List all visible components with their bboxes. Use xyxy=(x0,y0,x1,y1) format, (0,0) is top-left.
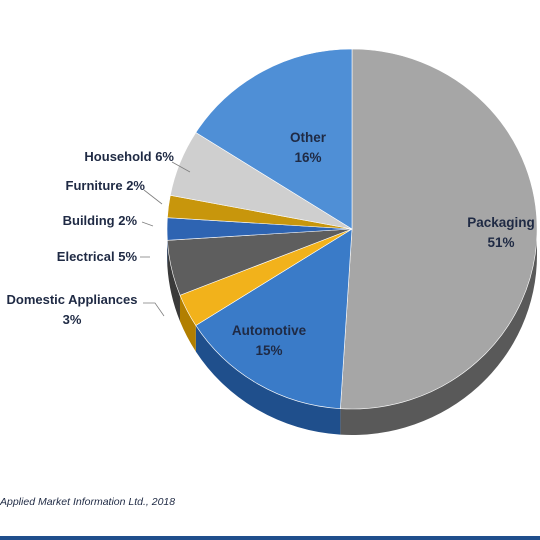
leader-line-household xyxy=(171,161,191,173)
label-automotive-pct: 15% xyxy=(255,343,282,358)
pie-slice-automotive xyxy=(195,228,353,409)
source-note: Applied Market Information Ltd., 2018 xyxy=(0,496,176,508)
label-household: Household 6% xyxy=(84,149,174,164)
label-other: Other xyxy=(290,130,327,145)
leader-line-building xyxy=(141,221,154,227)
pie-side-domestic-appliances xyxy=(179,295,196,352)
label-automotive: Automotive xyxy=(232,323,307,338)
leader-line-domestic xyxy=(143,302,165,317)
label-packaging: Packaging xyxy=(467,215,535,230)
label-furniture: Furniture 2% xyxy=(66,178,146,193)
leader-lines xyxy=(140,161,191,317)
label-domestic-appliances: Domestic Appliances xyxy=(6,292,137,307)
pie-slices xyxy=(166,48,538,410)
pie-side-automotive xyxy=(195,325,341,435)
label-building: Building 2% xyxy=(63,213,138,228)
label-other-pct: 16% xyxy=(294,150,321,165)
pie-side-packaging xyxy=(340,229,537,435)
pie-slice-packaging xyxy=(340,48,538,410)
label-packaging-pct: 51% xyxy=(487,235,514,250)
pie-side-electrical xyxy=(167,240,180,322)
bottom-rule xyxy=(0,536,540,540)
label-electrical: Electrical 5% xyxy=(57,249,138,264)
leader-line-furniture xyxy=(143,189,163,205)
label-domestic-appliances-pct: 3% xyxy=(63,312,82,327)
pie-slice-other xyxy=(195,48,353,230)
